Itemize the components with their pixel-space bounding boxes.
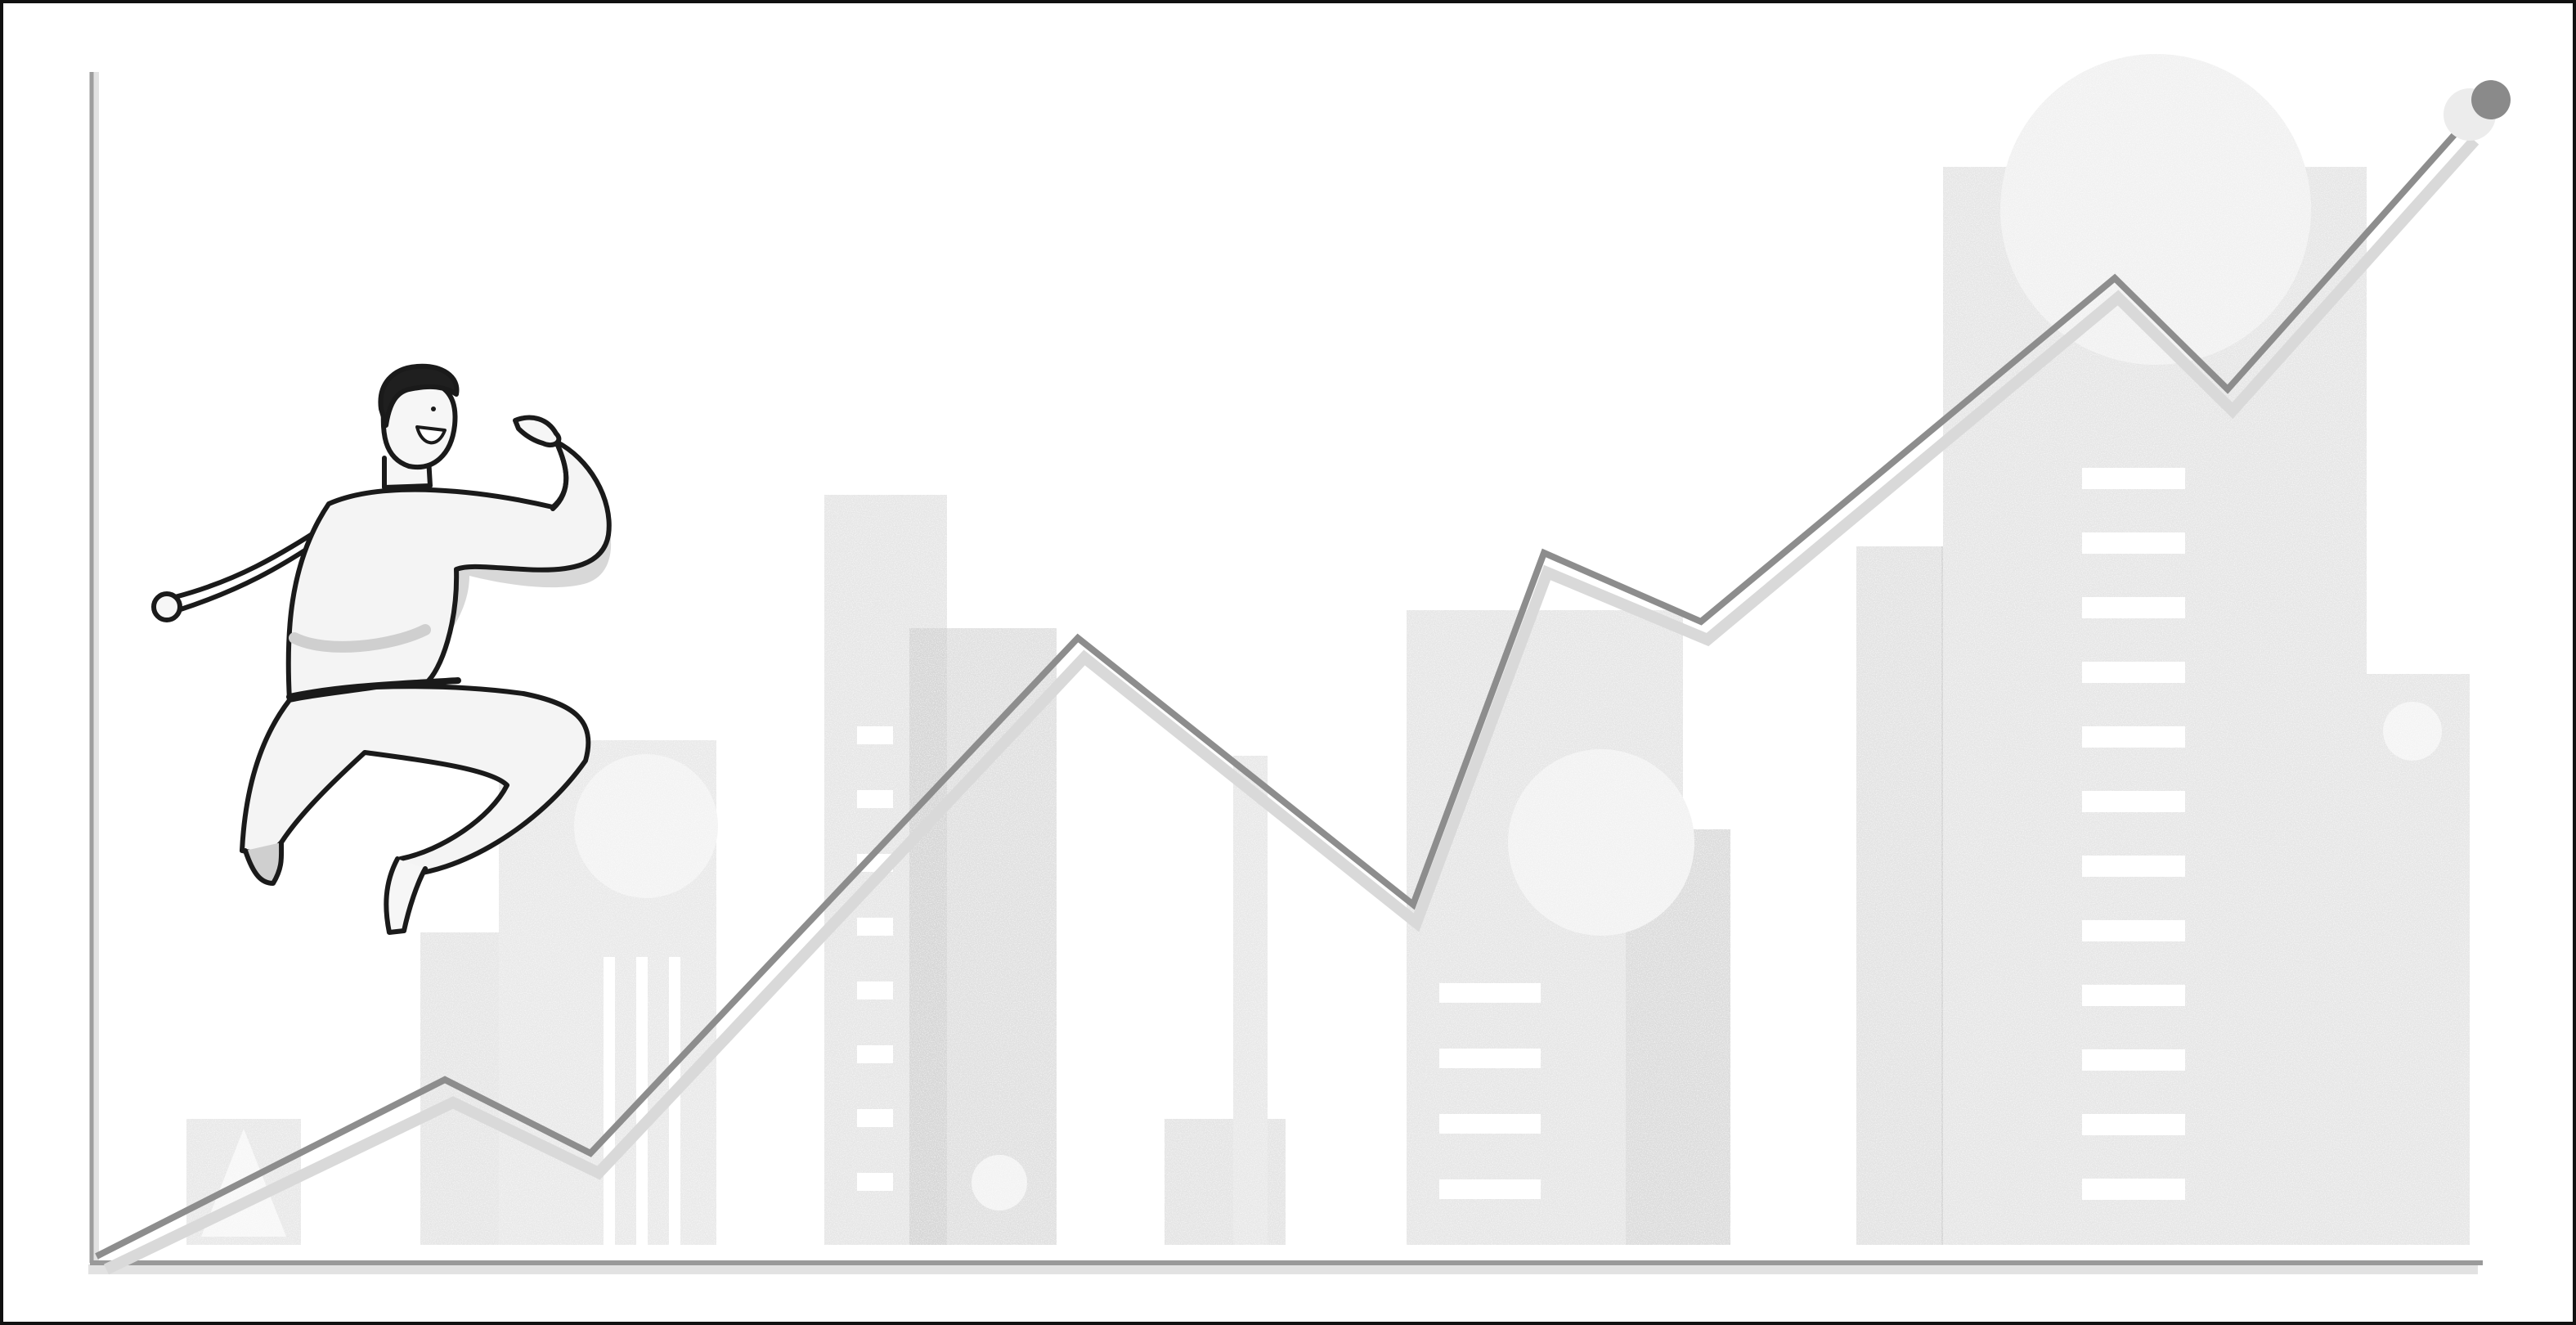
building-circle — [1508, 749, 1694, 936]
endpoint-dot-icon — [2471, 80, 2511, 119]
window-stripe — [669, 957, 680, 1245]
trend-line-shadow — [103, 137, 2480, 1275]
building — [909, 628, 947, 1245]
person-front-arm — [550, 439, 569, 511]
building — [1233, 756, 1268, 1245]
building-circle — [972, 1155, 1027, 1210]
building — [2345, 674, 2470, 1245]
windows — [1439, 983, 1541, 1199]
axes — [88, 72, 2483, 1274]
building-circle — [2383, 702, 2442, 761]
window-stripe — [604, 957, 615, 1245]
windows — [857, 726, 893, 1191]
person-fist — [151, 591, 182, 622]
person-hair — [378, 363, 460, 428]
building-circle — [2000, 54, 2311, 365]
buildings — [186, 54, 2470, 1245]
person-eye — [431, 406, 436, 411]
building-circle — [574, 754, 718, 898]
person-smile — [415, 425, 447, 445]
person-icon — [151, 363, 612, 935]
windows — [2082, 468, 2185, 1200]
trend-line — [95, 117, 2471, 1260]
person-hand — [513, 415, 562, 448]
person-torso — [285, 439, 612, 703]
trend-line-icon — [95, 80, 2511, 1275]
